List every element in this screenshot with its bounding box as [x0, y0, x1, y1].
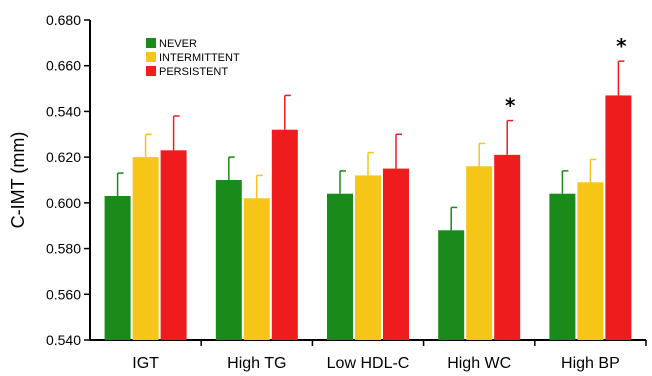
significance-marker: *	[616, 34, 627, 58]
x-tick-label: High BP	[561, 355, 620, 372]
bar	[549, 193, 576, 340]
legend-label: PERSISTENT	[159, 66, 228, 78]
bar	[466, 166, 493, 340]
x-tick-label: IGT	[132, 355, 159, 372]
bar	[243, 198, 270, 340]
x-tick-label: Low HDL-C	[327, 355, 410, 372]
legend-swatch	[146, 52, 156, 62]
legend-swatch	[146, 38, 156, 48]
y-tick-label: 0.540	[46, 103, 81, 119]
bar	[605, 95, 632, 340]
y-tick-label: 0.580	[46, 241, 81, 257]
bar	[215, 180, 242, 340]
y-tick-label: 0.620	[46, 149, 81, 165]
y-tick-label: 0.540	[46, 332, 81, 348]
plot-area: 0.540 0.560 0.580 0.600 0.620 0.540 0.660 0.680…	[46, 12, 647, 372]
legend-label: NEVER	[159, 38, 197, 50]
y-tick-label: 0.600	[46, 195, 81, 211]
bar	[383, 168, 409, 340]
bar	[132, 157, 159, 340]
y-axis-title: C-IMT (mm)	[8, 132, 28, 229]
y-tick-label: 0.660	[46, 58, 81, 74]
bar	[577, 182, 604, 340]
x-tick-label: High TG	[227, 355, 286, 372]
bar	[271, 129, 298, 340]
x-tick-label: High WC	[447, 355, 511, 372]
y-tick-label: 0.680	[46, 12, 81, 28]
significance-marker: *	[505, 94, 516, 118]
bar	[355, 175, 381, 340]
legend-swatch	[146, 66, 156, 76]
bar	[494, 154, 521, 340]
bar	[438, 230, 465, 340]
y-tick-label: 0.560	[46, 286, 81, 302]
bar	[327, 193, 353, 340]
legend-label: INTERMITTENT	[159, 52, 240, 64]
bar	[104, 196, 131, 340]
bar	[160, 150, 187, 340]
